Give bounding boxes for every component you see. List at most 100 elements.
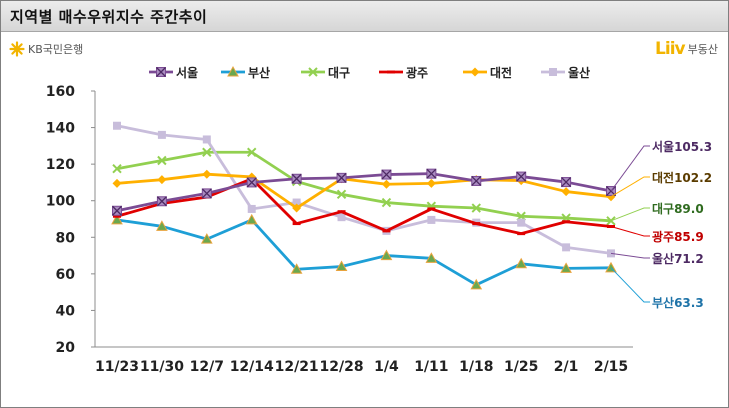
y-tick-label: 160 <box>46 84 75 100</box>
chart-title: 지역별 매수우위지수 주간추이 <box>10 8 208 26</box>
data-point <box>561 177 572 188</box>
end-label-서울: 서울105.3 <box>610 139 712 192</box>
end-label-leader <box>610 226 650 237</box>
data-point <box>561 187 571 197</box>
data-point <box>291 173 302 184</box>
end-label-leader <box>610 145 650 192</box>
y-tick-label: 140 <box>46 121 75 137</box>
data-point <box>426 168 437 179</box>
data-point <box>471 203 481 213</box>
y-tick-label: 80 <box>56 230 76 246</box>
data-point <box>112 178 122 188</box>
series-line <box>116 218 612 287</box>
series-line <box>116 172 612 210</box>
data-point <box>471 175 482 186</box>
data-point <box>470 278 483 290</box>
y-tick-label: 60 <box>56 267 76 283</box>
data-point <box>337 213 346 222</box>
data-point <box>336 189 347 200</box>
data-point <box>380 249 393 261</box>
data-point <box>308 67 318 77</box>
end-label-text: 서울105.3 <box>652 139 712 154</box>
data-point <box>290 263 303 274</box>
data-point <box>292 198 301 207</box>
data-point <box>112 205 122 216</box>
data-point <box>516 171 527 182</box>
end-label-대구: 대구89.0 <box>610 202 704 222</box>
data-point <box>562 243 571 252</box>
end-label-leader <box>610 176 650 198</box>
x-tick-label: 2/15 <box>594 359 628 375</box>
series-line <box>116 124 612 255</box>
data-point <box>292 203 302 213</box>
data-point <box>427 215 436 224</box>
data-point <box>111 213 123 225</box>
data-point <box>247 204 256 213</box>
data-point <box>156 196 167 207</box>
data-point <box>517 218 526 227</box>
x-tick-label: 2/1 <box>554 359 579 375</box>
end-label-대전: 대전102.2 <box>610 170 712 198</box>
end-label-leader <box>610 207 650 222</box>
x-tick-label: 1/18 <box>459 359 493 375</box>
data-point <box>200 233 213 244</box>
data-point <box>381 197 392 208</box>
series-울산 <box>113 121 615 258</box>
y-tick-label: 100 <box>46 194 75 210</box>
end-label-leader <box>610 267 650 303</box>
liiv-logo-text: 부동산 <box>687 43 718 56</box>
legend-label: 부산 <box>248 65 270 80</box>
series-line <box>116 150 612 223</box>
data-point <box>157 155 167 166</box>
title-bar: 지역별 매수우위지수 주간추이 <box>1 1 728 32</box>
data-point <box>605 261 617 273</box>
end-label-text: 울산71.2 <box>652 251 704 266</box>
legend-label: 서울 <box>176 65 198 80</box>
data-point <box>336 172 347 183</box>
data-point <box>426 178 436 188</box>
x-tick-label: 11/30 <box>140 359 184 375</box>
kb-logo: KB국민은행 <box>9 41 83 57</box>
kb-logo-text: KB국민은행 <box>28 43 84 56</box>
legend-item: 울산 <box>541 65 590 80</box>
data-point <box>156 220 168 231</box>
data-point <box>425 252 438 263</box>
legend-label: 광주 <box>406 65 428 80</box>
data-point <box>157 175 167 185</box>
data-point <box>113 121 121 130</box>
x-tick-label: 1/11 <box>414 359 448 375</box>
end-label-text: 대구89.0 <box>652 202 704 216</box>
y-tick-label: 40 <box>56 303 76 319</box>
liiv-logo-mark: Liiv <box>655 39 686 59</box>
data-point <box>157 130 166 139</box>
x-tick-label: 12/7 <box>190 359 224 375</box>
liiv-logo: Liiv 부동산 <box>655 39 718 59</box>
end-label-text: 광주85.9 <box>652 229 704 244</box>
series-lines <box>111 121 617 290</box>
x-tick-label: 12/28 <box>320 359 364 375</box>
legend-label: 대구 <box>328 66 350 80</box>
y-tick-label: 120 <box>46 157 75 173</box>
y-tick-label: 20 <box>56 340 76 356</box>
x-tick-label: 1/25 <box>504 359 538 375</box>
legend-item: 대구 <box>301 66 350 80</box>
end-label-부산: 부산63.3 <box>610 267 704 310</box>
data-point <box>560 262 572 273</box>
data-point <box>549 68 557 76</box>
end-label-text: 대전102.2 <box>652 170 712 185</box>
end-label-울산: 울산71.2 <box>610 251 704 266</box>
x-tick-label: 1/4 <box>374 359 399 375</box>
data-point <box>227 65 239 77</box>
legend-label: 울산 <box>568 65 590 80</box>
data-point <box>381 179 391 189</box>
data-point <box>335 260 348 272</box>
data-point <box>515 257 528 269</box>
legend-item: 광주 <box>379 65 428 80</box>
x-tick-label: 12/14 <box>230 359 274 375</box>
series-line <box>116 172 612 213</box>
data-point <box>201 188 212 199</box>
data-point <box>245 213 258 225</box>
